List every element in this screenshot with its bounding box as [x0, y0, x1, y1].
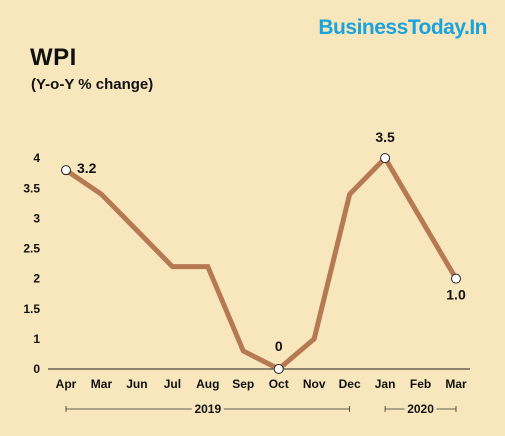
x-tick-label: Feb: [410, 377, 431, 391]
x-tick-label: Oct: [269, 377, 289, 391]
x-tick-label: Jun: [126, 377, 147, 391]
x-tick-label: Aug: [196, 377, 219, 391]
x-tick-label: Jan: [375, 377, 396, 391]
brand-logo: BusinessToday.In: [318, 16, 487, 40]
y-tick-label: 3.5: [23, 181, 40, 195]
y-tick-label: 1: [33, 332, 40, 346]
data-point-marker: [380, 153, 391, 164]
year-label: 2019: [194, 402, 221, 416]
y-tick-label: 4: [33, 151, 40, 165]
y-tick-label: 0: [33, 362, 40, 376]
x-tick-label: Sep: [232, 377, 254, 391]
brand-name: BusinessToday: [318, 16, 464, 39]
chart-title: WPI: [30, 44, 77, 71]
x-tick-label: Dec: [339, 377, 361, 391]
y-tick-label: 3: [33, 211, 40, 225]
data-point-marker: [451, 273, 461, 284]
x-tick-label: Apr: [56, 377, 77, 391]
y-tick-label: 2.5: [23, 242, 40, 256]
data-label: 3.5: [375, 129, 395, 145]
y-tick-label: 2: [33, 272, 40, 286]
data-point-marker: [273, 364, 284, 374]
data-label: 1.0: [446, 287, 466, 303]
brand-suffix: .In: [464, 16, 488, 39]
data-label: 3.2: [77, 160, 97, 176]
data-label: 0: [275, 338, 283, 354]
x-tick-label: Nov: [303, 377, 326, 391]
year-label: 2020: [407, 402, 434, 416]
series-line: [64, 154, 459, 372]
x-tick-label: Jul: [164, 377, 181, 391]
chart-subtitle: (Y-o-Y % change): [31, 76, 154, 93]
x-tick-label: Mar: [91, 377, 113, 391]
x-tick-label: Mar: [445, 377, 467, 391]
y-tick-label: 1.5: [23, 302, 40, 316]
data-point-marker: [61, 165, 71, 176]
